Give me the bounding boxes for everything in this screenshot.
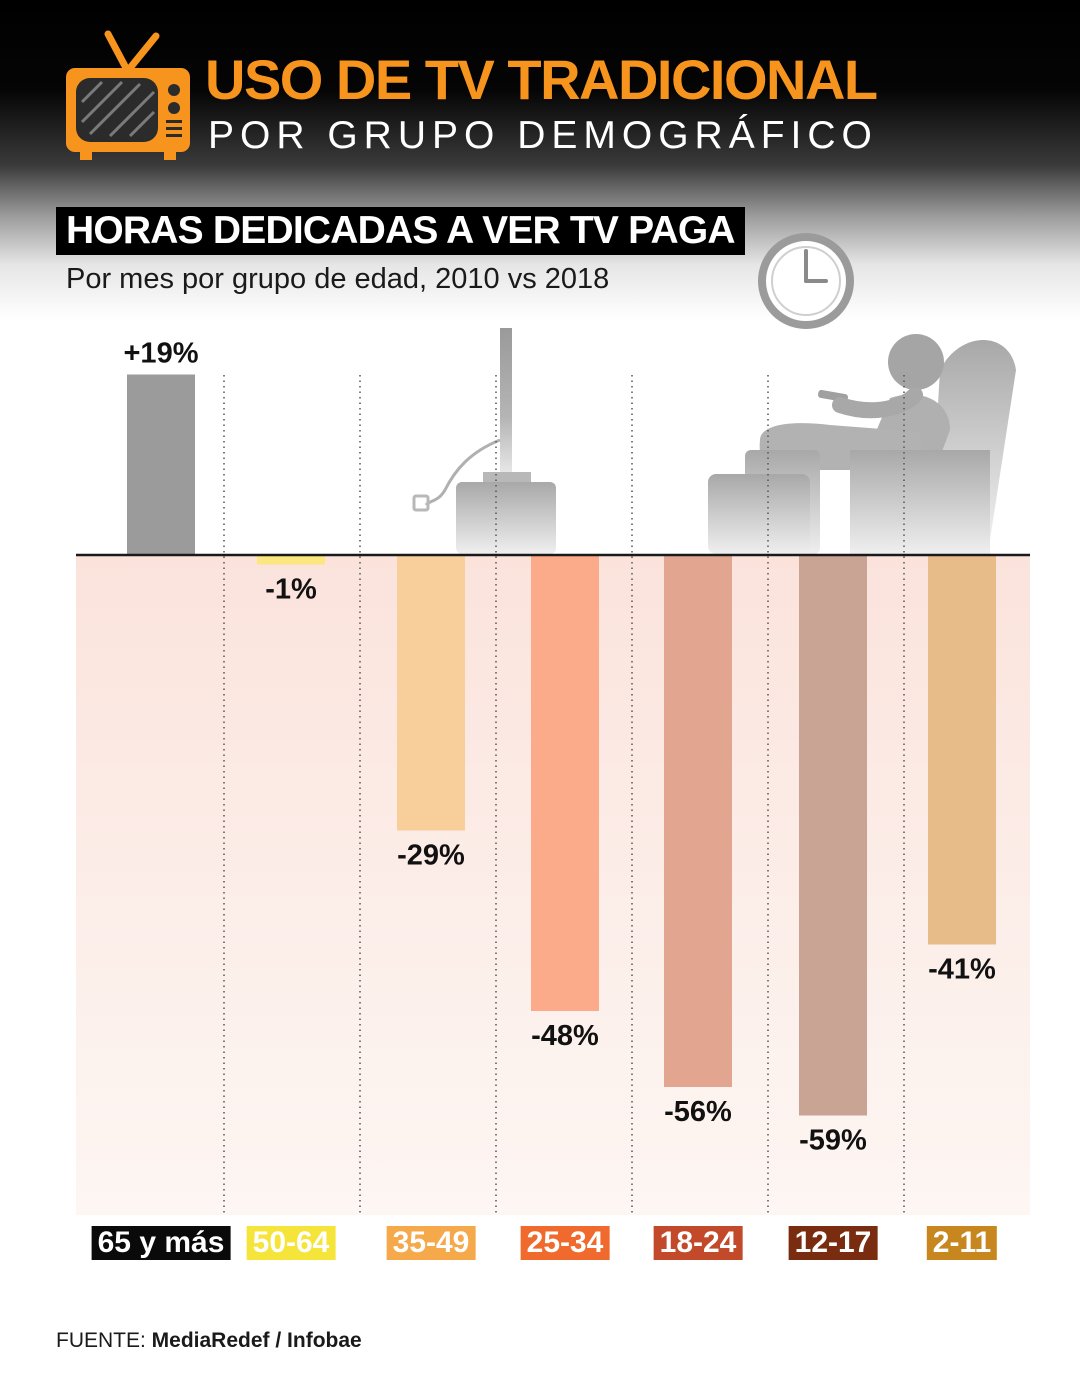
data-label: -1% (265, 574, 317, 606)
bar-2-11 (928, 555, 996, 945)
x-axis-label: 18-24 (653, 1226, 743, 1260)
x-axis-label: 25-34 (520, 1226, 610, 1260)
source-name: MediaRedef / Infobae (151, 1329, 362, 1352)
chart-title: HORAS DEDICADAS A VER TV PAGA (56, 207, 745, 255)
data-label: -41% (928, 954, 996, 986)
flat-tv-icon (412, 328, 556, 554)
source-prefix: FUENTE: (56, 1329, 152, 1352)
data-label: -29% (397, 840, 465, 872)
x-axis-label: 12-17 (788, 1226, 878, 1260)
tv-icon (66, 30, 190, 160)
data-label: -56% (664, 1096, 732, 1128)
bar-18-24 (664, 555, 732, 1087)
person-in-armchair-icon (708, 334, 1016, 554)
data-labels: +19% -1% -29% -48% -56% -59% -41% (124, 338, 997, 1157)
category-separators (223, 375, 905, 1215)
x-axis-label: 50-64 (246, 1226, 336, 1260)
bar-50-64 (257, 555, 325, 565)
source-note: FUENTE: MediaRedef / Infobae (56, 1329, 362, 1353)
bars (127, 374, 996, 1116)
x-axis-label: 65 y más (91, 1226, 231, 1260)
data-label: -48% (531, 1020, 599, 1052)
bar-12-17 (799, 555, 867, 1116)
clock-icon (758, 233, 854, 329)
main-subtitle: POR GRUPO DEMOGRÁFICO (208, 114, 878, 157)
header-background (0, 0, 1080, 330)
data-label: +19% (124, 338, 199, 370)
data-label: -59% (799, 1125, 867, 1157)
chart-subtitle: Por mes por grupo de edad, 2010 vs 2018 (66, 263, 610, 295)
main-title: USO DE TV TRADICIONAL (205, 48, 878, 111)
bar-25-34 (531, 555, 599, 1011)
bar-65-y-más (127, 374, 195, 555)
x-axis-label: 2-11 (926, 1226, 998, 1260)
bar-35-49 (397, 555, 465, 831)
x-axis-label: 35-49 (386, 1226, 476, 1260)
